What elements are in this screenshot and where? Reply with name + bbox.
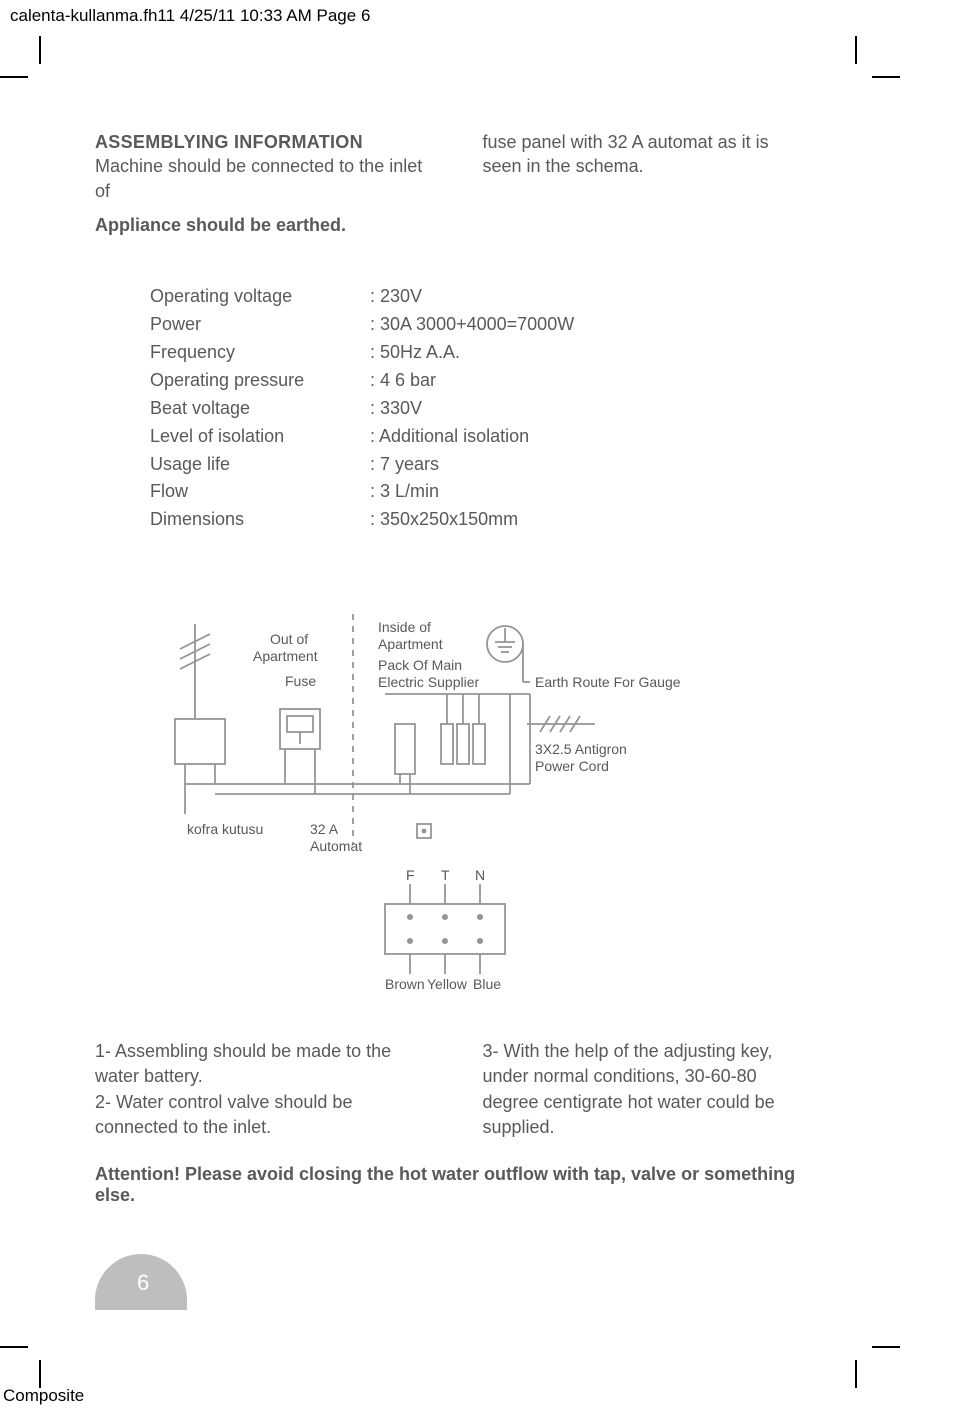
spec-row: Flow3 L/min xyxy=(150,478,810,506)
crop-mark xyxy=(0,1346,28,1348)
spec-label: Operating voltage xyxy=(150,283,370,311)
spec-value: 330V xyxy=(370,395,422,423)
spec-label: Beat voltage xyxy=(150,395,370,423)
spec-value: 50Hz A.A. xyxy=(370,339,460,367)
specs-table: Operating voltage230V Power30A 3000+4000… xyxy=(150,283,810,534)
crop-mark xyxy=(855,1360,857,1388)
wiring-diagram: Out of Apartment Fuse Inside of Apartmen… xyxy=(85,614,810,999)
attention-line: Attention! Please avoid closing the hot … xyxy=(95,1164,810,1206)
intro-right-text: fuse panel with 32 A automat as it is se… xyxy=(483,130,811,179)
label-apartment: Apartment xyxy=(253,648,318,664)
pdf-header-line: calenta-kullanma.fh11 4/25/11 10:33 AM P… xyxy=(10,6,370,26)
label-terminal-t: T xyxy=(441,867,450,883)
label-pack-2: Electric Supplier xyxy=(378,674,479,690)
intro-left-text: Machine should be connected to the inlet… xyxy=(95,154,423,203)
instructions-block: 1- Assembling should be made to the wate… xyxy=(95,1039,810,1206)
spec-row: Beat voltage330V xyxy=(150,395,810,423)
spec-row: Power30A 3000+4000=7000W xyxy=(150,311,810,339)
label-inside-1: Inside of xyxy=(378,619,431,635)
spec-value: 30A 3000+4000=7000W xyxy=(370,311,574,339)
spec-value: 350x250x150mm xyxy=(370,506,518,534)
page-number-tab: 6 xyxy=(95,1248,195,1310)
spec-label: Level of isolation xyxy=(150,423,370,451)
crop-mark xyxy=(39,36,41,64)
label-pack-1: Pack Of Main xyxy=(378,657,462,673)
spec-value: 7 years xyxy=(370,451,439,479)
intro-left-col: ASSEMBLYING INFORMATION Machine should b… xyxy=(95,130,423,237)
wiring-diagram-svg: Out of Apartment Fuse Inside of Apartmen… xyxy=(85,614,805,994)
label-power-cord-1: 3X2.5 Antigron xyxy=(535,741,627,757)
crop-mark xyxy=(872,76,900,78)
crop-mark xyxy=(0,76,28,78)
label-wire-yellow: Yellow xyxy=(427,976,468,992)
intro-columns: ASSEMBLYING INFORMATION Machine should b… xyxy=(95,130,810,237)
crop-mark xyxy=(872,1346,900,1348)
spec-row: Operating voltage230V xyxy=(150,283,810,311)
label-wire-blue: Blue xyxy=(473,976,501,992)
label-terminal-n: N xyxy=(475,867,485,883)
label-wire-green: Green xyxy=(429,991,468,994)
spec-row: Level of isolationAdditional isolation xyxy=(150,423,810,451)
intro-right-col: fuse panel with 32 A automat as it is se… xyxy=(483,130,811,237)
instructions-right: 3- With the help of the adjusting key, u… xyxy=(483,1039,811,1140)
spec-value: 230V xyxy=(370,283,422,311)
spec-label: Flow xyxy=(150,478,370,506)
label-fuse: Fuse xyxy=(285,673,316,689)
spec-row: Frequency50Hz A.A. xyxy=(150,339,810,367)
page: calenta-kullanma.fh11 4/25/11 10:33 AM P… xyxy=(0,0,960,1410)
crop-mark xyxy=(855,36,857,64)
label-kofra: kofra kutusu xyxy=(187,821,263,837)
spec-label: Operating pressure xyxy=(150,367,370,395)
spec-label: Dimensions xyxy=(150,506,370,534)
spec-label: Frequency xyxy=(150,339,370,367)
label-automat-1: 32 A xyxy=(310,821,339,837)
label-inside-2: Apartment xyxy=(378,636,443,652)
spec-row: Dimensions350x250x150mm xyxy=(150,506,810,534)
label-automat-2: Automat xyxy=(310,838,362,854)
spec-row: Operating pressure4 6 bar xyxy=(150,367,810,395)
label-terminal-f: F xyxy=(406,867,415,883)
spec-value: Additional isolation xyxy=(370,423,529,451)
intro-left-bold: Appliance should be earthed. xyxy=(95,213,423,237)
pdf-footer-word: Composite xyxy=(3,1386,84,1406)
spec-label: Power xyxy=(150,311,370,339)
label-wire-brown: Brown xyxy=(385,976,425,992)
label-power-cord-2: Power Cord xyxy=(535,758,609,774)
label-out-of: Out of xyxy=(270,631,308,647)
page-number: 6 xyxy=(137,1270,149,1296)
spec-value: 3 L/min xyxy=(370,478,439,506)
label-earth-route: Earth Route For Gauge xyxy=(535,674,681,690)
crop-mark xyxy=(39,1360,41,1388)
instructions-left: 1- Assembling should be made to the wate… xyxy=(95,1039,423,1140)
section-heading: ASSEMBLYING INFORMATION xyxy=(95,130,423,154)
spec-value: 4 6 bar xyxy=(370,367,436,395)
page-content: ASSEMBLYING INFORMATION Machine should b… xyxy=(95,130,810,1206)
spec-label: Usage life xyxy=(150,451,370,479)
spec-row: Usage life7 years xyxy=(150,451,810,479)
